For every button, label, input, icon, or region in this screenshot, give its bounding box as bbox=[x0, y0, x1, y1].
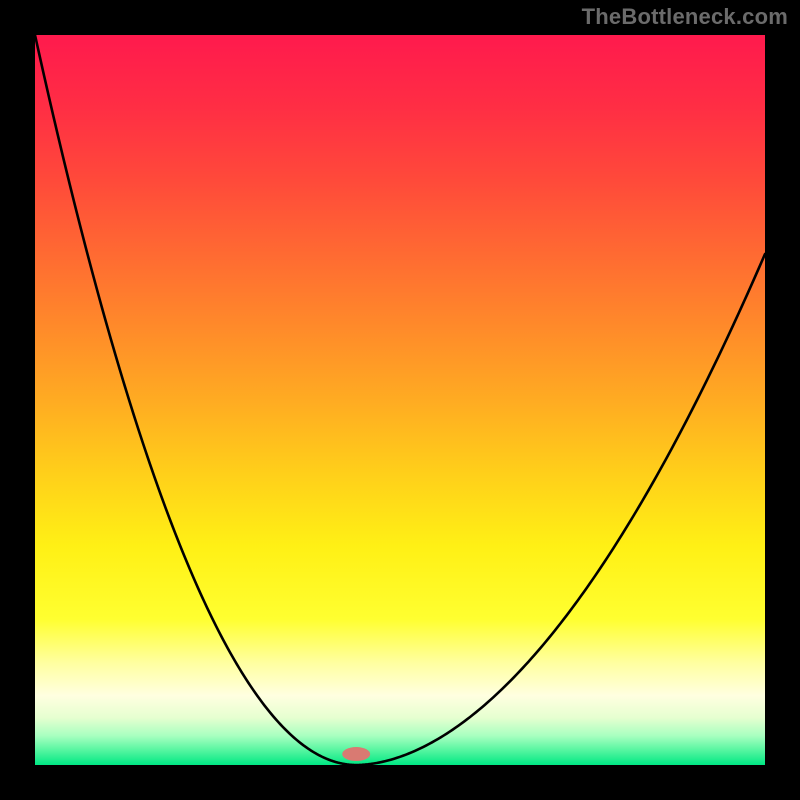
minimum-marker bbox=[342, 747, 370, 761]
plot-background bbox=[35, 35, 765, 765]
chart-stage: TheBottleneck.com bbox=[0, 0, 800, 800]
chart-svg bbox=[0, 0, 800, 800]
watermark-text: TheBottleneck.com bbox=[582, 4, 788, 30]
